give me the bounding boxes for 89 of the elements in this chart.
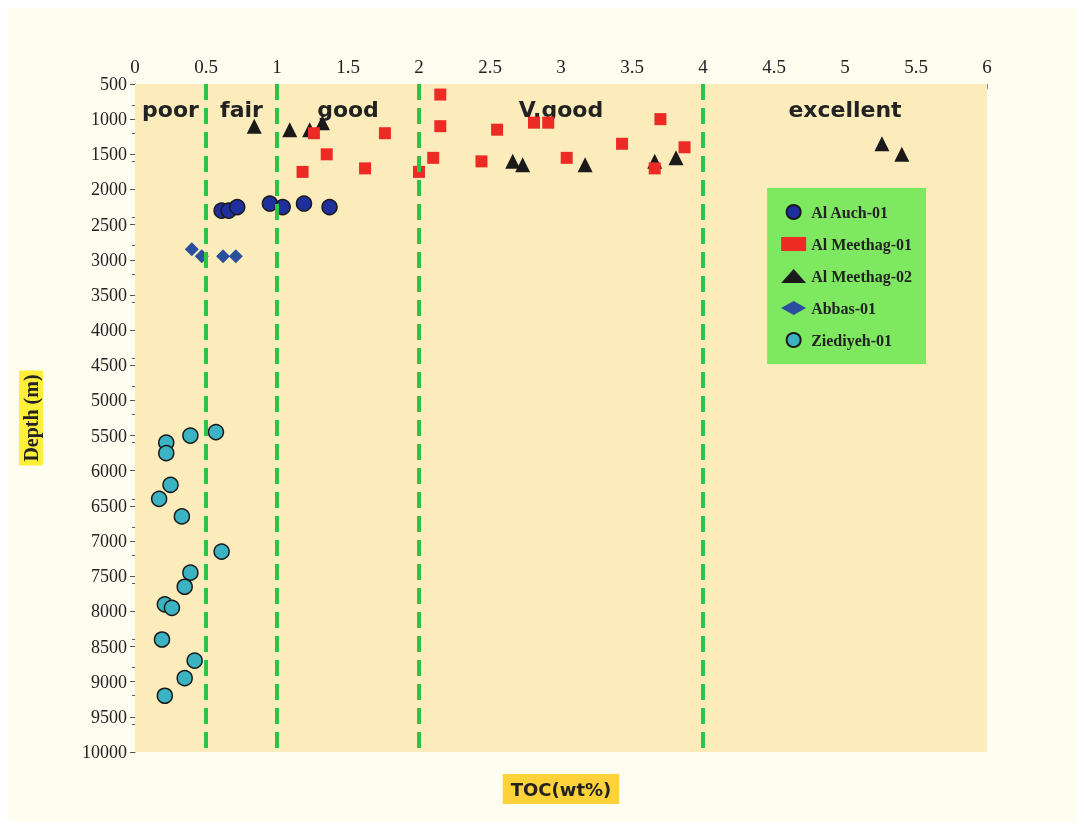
- y-tick-label: 500: [100, 74, 127, 94]
- point: [475, 155, 488, 168]
- legend-label: Al Meethag-01: [811, 235, 912, 254]
- y-tick-label: 7000: [91, 531, 127, 552]
- band-label: fair: [220, 96, 264, 122]
- point: [894, 146, 910, 162]
- point: [678, 141, 691, 154]
- x-tick-label: 3.5: [620, 56, 644, 77]
- point: [158, 444, 175, 462]
- x-tick-label: 6: [982, 56, 992, 77]
- point: [295, 195, 313, 212]
- point: [874, 136, 890, 152]
- point: [186, 652, 203, 669]
- x-tick-label: 1.5: [336, 56, 360, 77]
- point: [213, 543, 230, 560]
- band-label: poor: [142, 96, 200, 122]
- x-tick-label: 4.5: [762, 56, 786, 77]
- y-tick-label: 4500: [91, 355, 127, 376]
- x-tick-label: 4: [698, 56, 709, 77]
- point: [434, 120, 447, 133]
- y-tick-label: 8000: [91, 601, 127, 622]
- legend-label: Ziediyeh-01: [811, 331, 893, 350]
- x-tick-label: 5: [840, 56, 850, 77]
- point: [491, 123, 504, 136]
- y-axis-title: Depth (m): [20, 374, 43, 462]
- point: [173, 508, 191, 525]
- y-tick-label: 7500: [91, 566, 127, 587]
- point: [668, 150, 684, 166]
- point: [261, 195, 279, 212]
- y-tick-label: 5000: [91, 390, 127, 411]
- point: [229, 198, 246, 216]
- point: [246, 118, 262, 134]
- point: [307, 127, 320, 140]
- point: [176, 669, 193, 687]
- point: [359, 162, 372, 175]
- y-tick-label: 4000: [91, 320, 127, 341]
- point: [163, 599, 181, 617]
- y-tick-label: 1000: [91, 109, 127, 130]
- y-tick-label: 2000: [91, 179, 127, 200]
- point: [654, 113, 667, 126]
- point: [216, 249, 231, 264]
- point: [434, 88, 447, 101]
- band-label: excellent: [788, 96, 903, 122]
- legend-label: Abbas-01: [811, 299, 877, 317]
- point: [228, 249, 243, 264]
- point: [282, 122, 298, 138]
- point: [560, 151, 573, 164]
- point: [150, 490, 168, 508]
- x-tick-label: 0: [130, 56, 140, 77]
- band-label: good: [317, 96, 379, 122]
- y-tick-label: 2500: [91, 214, 127, 235]
- legend-label: Al Auch-01: [811, 203, 889, 221]
- point: [648, 162, 661, 175]
- x-tick-label: 2.5: [478, 56, 502, 77]
- y-tick-label: 6500: [91, 495, 127, 516]
- point: [321, 198, 338, 216]
- point: [320, 148, 333, 161]
- x-tick-label: 0.5: [194, 56, 218, 77]
- y-tick-label: 9500: [91, 706, 127, 727]
- x-tick-label: 3: [556, 56, 566, 77]
- point: [153, 631, 171, 648]
- y-tick-label: 5500: [91, 425, 127, 446]
- point: [616, 137, 629, 150]
- y-tick-label: 6000: [91, 460, 127, 481]
- point: [296, 165, 309, 178]
- band-label: V.good: [518, 96, 604, 122]
- point: [156, 687, 174, 704]
- y-tick-label: 3500: [91, 284, 127, 305]
- x-tick-label: 2: [414, 56, 424, 77]
- legend-label: Al Meethag-02: [811, 267, 912, 286]
- point: [505, 153, 521, 169]
- point: [184, 242, 199, 257]
- y-tick-label: 1500: [91, 144, 127, 165]
- x-axis-title: TOC(wt%): [510, 778, 612, 800]
- point: [378, 127, 391, 140]
- y-tick-label: 3000: [91, 249, 127, 270]
- point: [182, 564, 199, 581]
- point: [207, 423, 225, 441]
- point: [427, 151, 440, 164]
- point: [176, 578, 193, 595]
- y-tick-label: 8500: [91, 636, 127, 657]
- x-tick-label: 5.5: [904, 56, 928, 77]
- x-tick-label: 1: [272, 56, 282, 77]
- y-tick-label: 10000: [82, 742, 127, 762]
- y-tick-label: 9000: [91, 671, 127, 692]
- point: [515, 157, 531, 173]
- point: [162, 476, 179, 494]
- point: [577, 157, 593, 173]
- point: [182, 427, 199, 444]
